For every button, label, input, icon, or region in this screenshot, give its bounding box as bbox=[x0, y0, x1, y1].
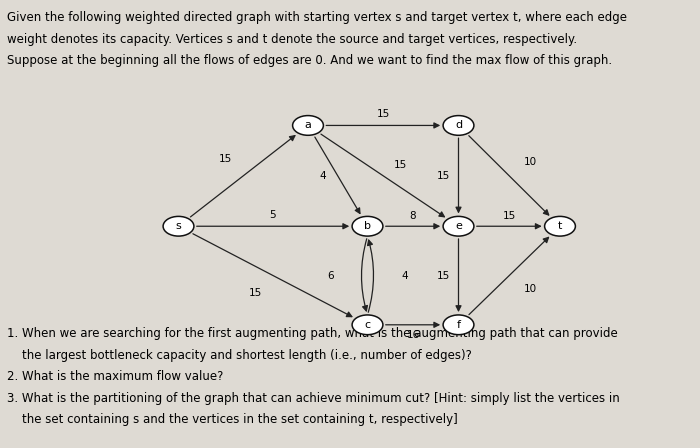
Text: 1. When we are searching for the first augmenting path, what is the augmenting p: 1. When we are searching for the first a… bbox=[7, 327, 617, 340]
Text: f: f bbox=[456, 320, 461, 330]
Circle shape bbox=[163, 216, 194, 236]
Text: 15: 15 bbox=[437, 171, 449, 181]
Text: Suppose at the beginning all the flows of edges are 0. And we want to find the m: Suppose at the beginning all the flows o… bbox=[7, 54, 612, 67]
Text: d: d bbox=[455, 121, 462, 130]
Text: 15: 15 bbox=[219, 154, 232, 164]
Text: 16: 16 bbox=[407, 330, 419, 340]
Circle shape bbox=[352, 216, 383, 236]
Text: b: b bbox=[364, 221, 371, 231]
Text: 15: 15 bbox=[394, 159, 407, 170]
Circle shape bbox=[443, 216, 474, 236]
Text: 10: 10 bbox=[524, 284, 537, 294]
Text: weight denotes its capacity. Vertices s and t denote the source and target verti: weight denotes its capacity. Vertices s … bbox=[7, 33, 577, 46]
Circle shape bbox=[545, 216, 575, 236]
Text: 5: 5 bbox=[270, 210, 276, 220]
Text: e: e bbox=[455, 221, 462, 231]
Text: 4: 4 bbox=[319, 171, 326, 181]
Text: 15: 15 bbox=[437, 271, 449, 280]
Text: 6: 6 bbox=[327, 271, 334, 280]
Circle shape bbox=[443, 315, 474, 335]
Text: t: t bbox=[558, 221, 562, 231]
Circle shape bbox=[352, 315, 383, 335]
Circle shape bbox=[443, 116, 474, 135]
Text: the set containing s and the vertices in the set containing t, respectively]: the set containing s and the vertices in… bbox=[7, 413, 458, 426]
Text: 15: 15 bbox=[249, 288, 262, 297]
Text: 4: 4 bbox=[401, 271, 408, 280]
Text: 10: 10 bbox=[524, 157, 537, 168]
Text: 2. What is the maximum flow value?: 2. What is the maximum flow value? bbox=[7, 370, 223, 383]
Text: c: c bbox=[365, 320, 370, 330]
Circle shape bbox=[293, 116, 323, 135]
Text: 15: 15 bbox=[377, 109, 390, 119]
Text: 15: 15 bbox=[503, 211, 516, 221]
Text: 3. What is the partitioning of the graph that can achieve minimum cut? [Hint: si: 3. What is the partitioning of the graph… bbox=[7, 392, 620, 405]
Text: s: s bbox=[176, 221, 181, 231]
Text: the largest bottleneck capacity and shortest length (i.e., number of edges)?: the largest bottleneck capacity and shor… bbox=[7, 349, 472, 362]
Text: 8: 8 bbox=[410, 211, 416, 221]
Text: Given the following weighted directed graph with starting vertex s and target ve: Given the following weighted directed gr… bbox=[7, 11, 627, 24]
Text: a: a bbox=[304, 121, 312, 130]
